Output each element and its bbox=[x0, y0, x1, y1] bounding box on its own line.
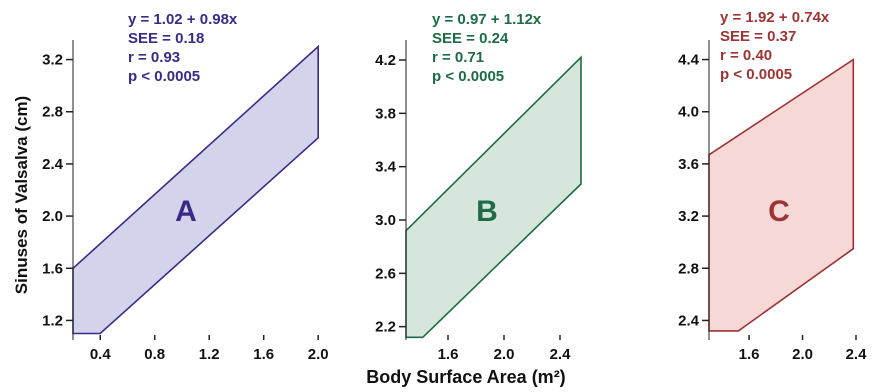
y-tick-label: 3.2 bbox=[42, 52, 63, 69]
y-tick-label: 1.6 bbox=[42, 260, 63, 277]
regression-annotation-line: p < 0.0005 bbox=[432, 68, 504, 85]
regression-annotation-line: SEE = 0.24 bbox=[432, 30, 509, 47]
y-tick-label: 4.4 bbox=[678, 52, 700, 69]
confidence-band bbox=[72, 44, 320, 335]
y-tick-label: 2.4 bbox=[678, 312, 700, 329]
y-tick-label: 2.4 bbox=[42, 156, 64, 173]
panel-a: 1.2 1.6 2.0 2.4 2.8 3.2 0.4 0.8 1.2 1.6 2.0 Ay = 1.… bbox=[42, 11, 328, 363]
regression-annotation-line: y = 0.97 + 1.12x bbox=[432, 11, 542, 28]
regression-annotation-line: p < 0.0005 bbox=[720, 66, 792, 83]
panel-letter: A bbox=[175, 195, 197, 228]
y-tick-label: 4.0 bbox=[678, 104, 699, 121]
regression-annotation-line: SEE = 0.18 bbox=[128, 30, 204, 47]
panel-letter: B bbox=[476, 195, 498, 228]
y-tick-label: 2.0 bbox=[42, 208, 63, 225]
y-tick-label: 4.2 bbox=[375, 52, 396, 69]
y-tick-label: 3.0 bbox=[375, 212, 396, 229]
panels: 1.2 1.6 2.0 2.4 2.8 3.2 0.4 0.8 1.2 1.6 2.0 Ay = 1.… bbox=[42, 9, 867, 363]
panel-c: 2.4 2.8 3.2 3.6 4.0 4.4 1.6 2.0 2.4 Cy = 1.92 + 0… bbox=[678, 9, 867, 363]
regression-annotation-line: y = 1.92 + 0.74x bbox=[720, 9, 830, 26]
y-tick-label: 1.2 bbox=[42, 312, 63, 329]
y-tick-label: 2.2 bbox=[375, 319, 396, 336]
x-tick-label: 1.6 bbox=[253, 346, 274, 363]
x-tick-label: 1.6 bbox=[739, 346, 760, 363]
y-tick-label: 3.2 bbox=[678, 208, 699, 225]
y-tick-label: 3.6 bbox=[678, 156, 699, 173]
y-tick-label: 3.4 bbox=[375, 159, 397, 176]
y-tick-label: 3.8 bbox=[375, 105, 396, 122]
y-tick-label: 2.8 bbox=[678, 260, 699, 277]
y-tick-label: 2.8 bbox=[42, 104, 63, 121]
y-axis-label: Sinuses of Valsalva (cm) bbox=[12, 96, 31, 294]
x-tick-label: 0.8 bbox=[144, 346, 165, 363]
regression-annotation-line: r = 0.93 bbox=[128, 49, 180, 66]
x-axis-label: Body Surface Area (m²) bbox=[366, 367, 565, 387]
regression-annotation-line: SEE = 0.37 bbox=[720, 28, 796, 45]
panel-letter: C bbox=[768, 195, 790, 228]
x-tick-label: 2.0 bbox=[792, 346, 813, 363]
x-tick-label: 2.0 bbox=[494, 346, 515, 363]
regression-annotation-line: r = 0.40 bbox=[720, 47, 772, 64]
regression-annotation-line: y = 1.02 + 0.98x bbox=[128, 11, 238, 28]
x-tick-label: 0.4 bbox=[90, 346, 112, 363]
regression-annotation-line: r = 0.71 bbox=[432, 49, 484, 66]
x-tick-label: 2.4 bbox=[846, 346, 868, 363]
regression-annotation-line: p < 0.0005 bbox=[128, 68, 200, 85]
x-tick-label: 2.4 bbox=[550, 346, 572, 363]
y-tick-label: 2.6 bbox=[375, 265, 396, 282]
panel-b: 2.2 2.6 3.0 3.4 3.8 4.2 1.6 2.0 2.4 By = 0.97 + 1… bbox=[375, 11, 582, 363]
x-tick-label: 1.6 bbox=[438, 346, 459, 363]
x-tick-label: 2.0 bbox=[308, 346, 329, 363]
x-tick-label: 1.2 bbox=[199, 346, 220, 363]
